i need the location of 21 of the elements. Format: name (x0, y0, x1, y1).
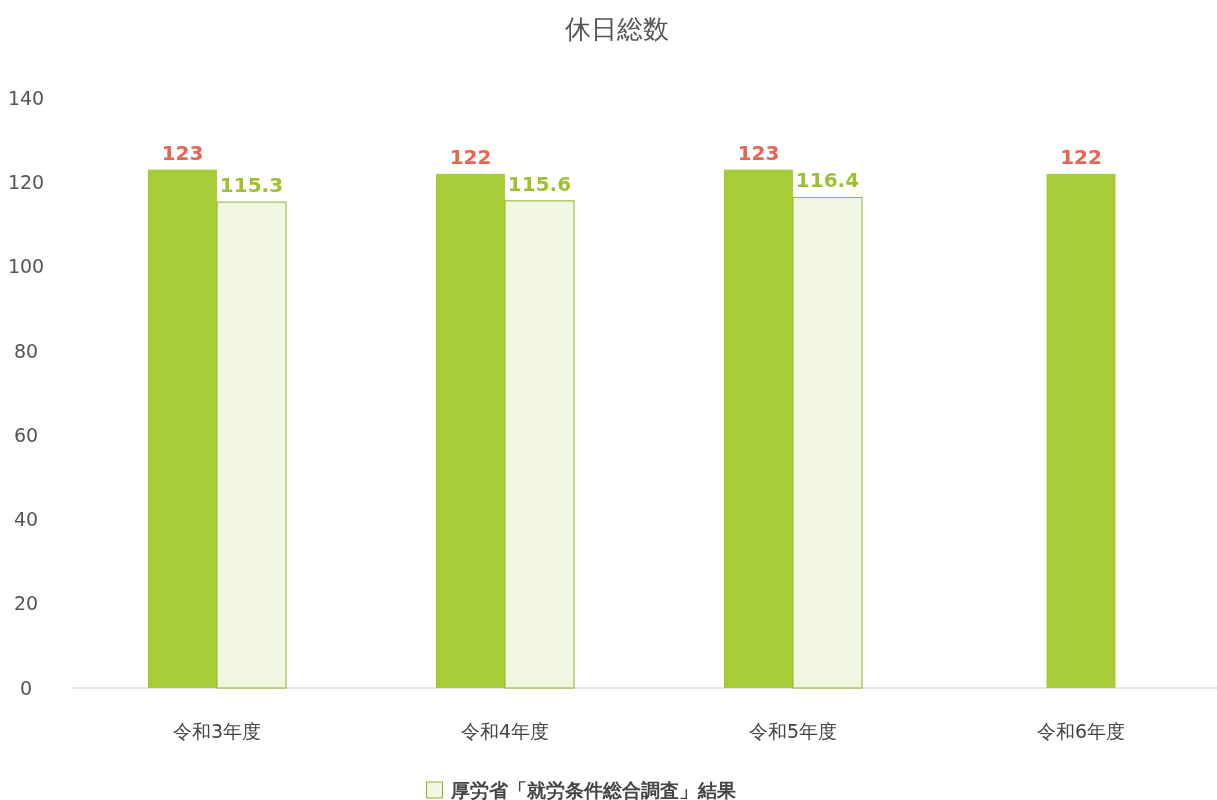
x-tick-label: 令和5年度 (748, 720, 838, 742)
x-tick-label: 令和6年度 (1036, 720, 1126, 742)
y-tick-label: 100 (7, 255, 45, 278)
legend-label: 厚労省「就労条件総合調査」結果 (449, 779, 737, 800)
y-tick-label: 0 (19, 676, 33, 699)
y-tick-label: 20 (13, 592, 39, 615)
data-label: 123 (737, 140, 780, 165)
y-tick-label: 40 (13, 508, 39, 531)
data-label: 116.4 (795, 168, 860, 193)
data-label: 123 (161, 140, 204, 165)
data-label: 115.3 (219, 173, 284, 198)
x-tick-label: 令和4年度 (460, 720, 550, 742)
y-tick-label: 120 (7, 170, 45, 193)
data-label: 122 (1060, 144, 1102, 169)
x-tick-label: 令和3年度 (172, 720, 262, 742)
data-label: 115.6 (507, 171, 572, 196)
y-tick-label: 60 (13, 423, 39, 446)
y-tick-label: 140 (7, 86, 45, 109)
data-label: 122 (449, 144, 492, 169)
y-tick-label: 80 (13, 339, 39, 362)
chart-title: 休日総数 (564, 14, 669, 44)
